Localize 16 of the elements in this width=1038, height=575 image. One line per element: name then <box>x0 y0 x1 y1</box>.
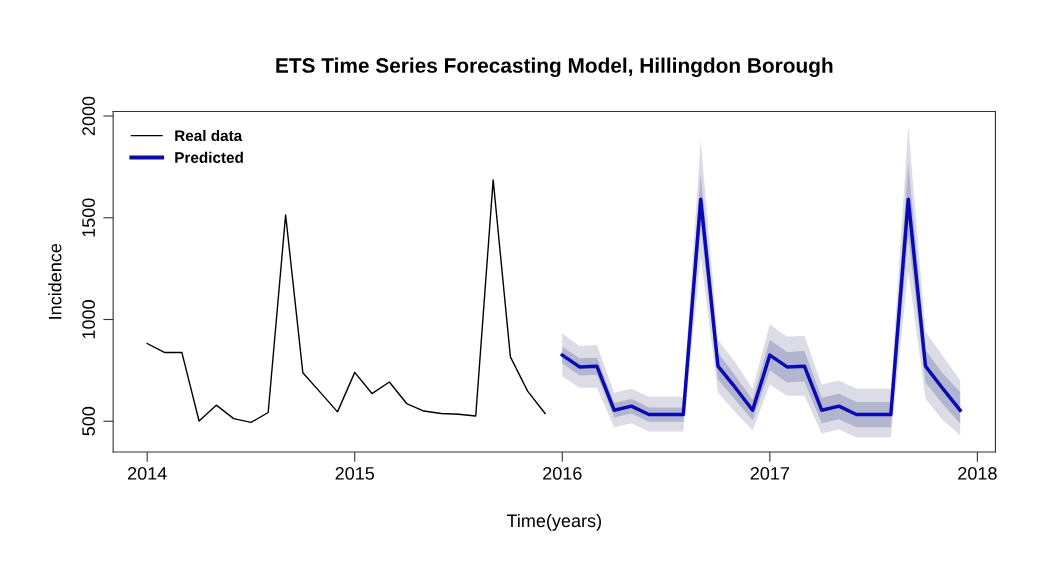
y-axis-title: Incidence <box>48 243 62 319</box>
x-tick-label: 2014 <box>128 467 167 480</box>
x-axis-title: Time(years) <box>506 513 601 531</box>
x-tick-label: 2015 <box>335 467 375 480</box>
line-series <box>146 179 546 424</box>
legend-label: Real data <box>175 129 243 142</box>
x-tick-label: 2016 <box>543 467 582 480</box>
x-tick-label: 2018 <box>958 467 997 480</box>
chart-title: ETS Time Series Forecasting Model, Hillingdon Borough <box>276 57 833 78</box>
y-tick-label: 2000 <box>82 96 95 136</box>
y-tick-label: 1000 <box>82 300 95 339</box>
y-tick-label: 1500 <box>82 198 95 237</box>
line-series <box>560 197 962 417</box>
y-tick-label: 500 <box>82 406 95 436</box>
x-tick-label: 2017 <box>750 467 790 480</box>
legend-label: Predicted <box>175 151 243 163</box>
